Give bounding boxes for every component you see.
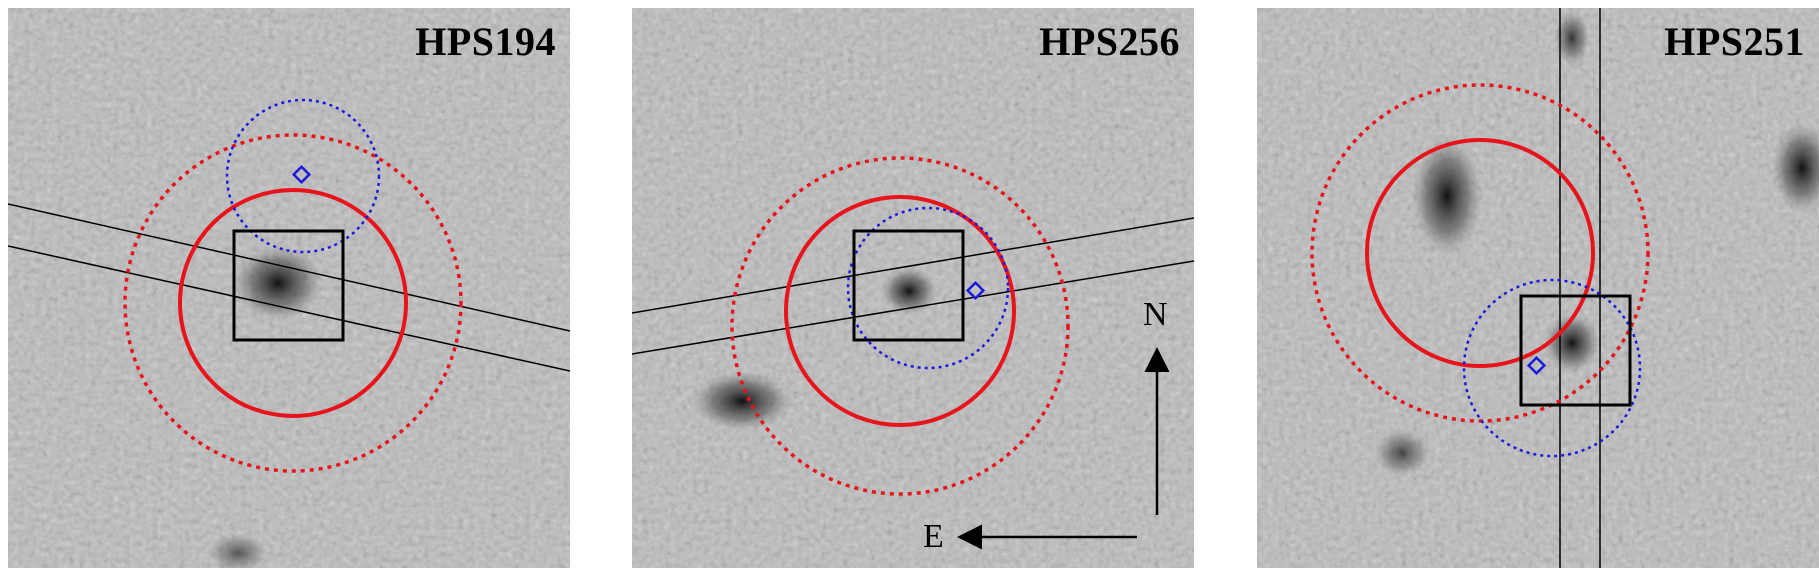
dashed-red-circle bbox=[730, 156, 1070, 496]
solid-red-circle bbox=[178, 188, 408, 418]
panel-canvas bbox=[1257, 8, 1819, 568]
blue-circle bbox=[1462, 278, 1642, 458]
slit-line bbox=[632, 217, 1194, 314]
slit-line bbox=[632, 260, 1194, 355]
panel-label: HPS256 bbox=[1039, 19, 1180, 64]
image-panel-hps251: HPS251 bbox=[1257, 8, 1819, 568]
blue-diamond-marker bbox=[1526, 355, 1547, 376]
dashed-red-circle bbox=[123, 133, 463, 473]
north-label: N bbox=[1143, 296, 1168, 333]
blue-circle bbox=[225, 98, 381, 254]
solid-red-circle bbox=[784, 195, 1016, 427]
source-blob bbox=[233, 245, 323, 321]
blue-diamond-marker bbox=[965, 280, 986, 301]
black-box bbox=[1519, 294, 1632, 407]
source-blob bbox=[1374, 429, 1430, 477]
panel-label: HPS251 bbox=[1664, 19, 1805, 64]
panel-canvas bbox=[632, 8, 1194, 568]
blue-diamond-marker bbox=[291, 164, 312, 185]
image-panel-hps194: HPS194 bbox=[8, 8, 570, 568]
blue-circle bbox=[846, 206, 1010, 370]
image-panel-hps256: HPS256 bbox=[632, 8, 1194, 568]
source-blob bbox=[208, 533, 268, 568]
east-label: E bbox=[923, 518, 944, 555]
source-blob bbox=[1772, 123, 1819, 213]
source-blob bbox=[1554, 10, 1590, 66]
panel-label: HPS194 bbox=[415, 19, 556, 64]
source-blob bbox=[881, 267, 937, 315]
black-box bbox=[852, 229, 965, 342]
dashed-red-circle bbox=[1310, 83, 1650, 423]
slit-line bbox=[8, 245, 570, 372]
black-box bbox=[232, 229, 345, 342]
slit-line bbox=[8, 203, 570, 332]
source-blob bbox=[1544, 313, 1600, 373]
solid-red-circle bbox=[1365, 138, 1595, 368]
source-blob bbox=[1412, 136, 1482, 256]
panel-canvas bbox=[8, 8, 570, 568]
source-blob bbox=[692, 371, 792, 431]
